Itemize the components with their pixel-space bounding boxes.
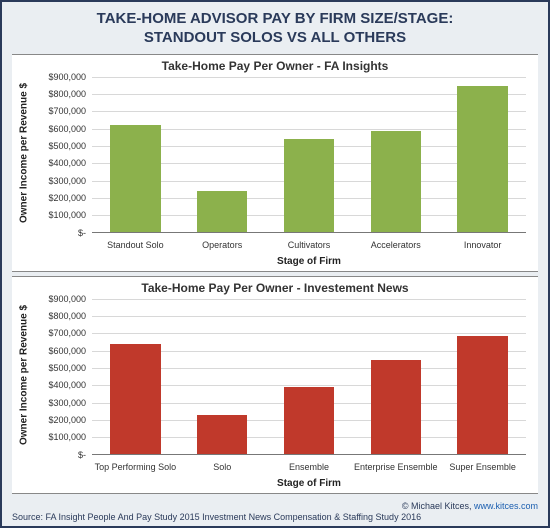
x-tick-label: Innovator	[439, 241, 526, 250]
y-tick-label: $300,000	[48, 176, 86, 186]
y-tick-label: $-	[78, 450, 86, 460]
bar-wrap	[352, 77, 439, 233]
y-tick-label: $900,000	[48, 294, 86, 304]
bar-wrap	[439, 299, 526, 455]
title-line-1: TAKE-HOME ADVISOR PAY BY FIRM SIZE/STAGE…	[97, 10, 454, 27]
x-ticks-2: Top Performing SoloSoloEnsembleEnterpris…	[92, 463, 526, 472]
x-tick-label: Cultivators	[266, 241, 353, 250]
y-tick-label: $100,000	[48, 432, 86, 442]
y-tick-label: $200,000	[48, 415, 86, 425]
bars-2	[92, 299, 526, 455]
chart-panel-investment-news: Take-Home Pay Per Owner - Investement Ne…	[12, 276, 538, 494]
plot-area-1	[92, 77, 526, 233]
credit-line: © Michael Kitces, www.kitces.com	[12, 501, 538, 511]
x-tick-label: Accelerators	[352, 241, 439, 250]
baseline-2	[92, 454, 526, 455]
bar	[197, 415, 247, 455]
figure-container: TAKE-HOME ADVISOR PAY BY FIRM SIZE/STAGE…	[0, 0, 550, 528]
y-tick-label: $400,000	[48, 158, 86, 168]
y-axis-2: $-$100,000$200,000$300,000$400,000$500,0…	[38, 299, 88, 455]
bar-wrap	[179, 299, 266, 455]
x-axis-label-2: Stage of Firm	[92, 478, 526, 489]
bar-wrap	[266, 299, 353, 455]
bar	[110, 125, 160, 232]
bar-wrap	[352, 299, 439, 455]
y-tick-label: $-	[78, 228, 86, 238]
y-tick-label: $100,000	[48, 210, 86, 220]
x-axis-label-1: Stage of Firm	[92, 256, 526, 267]
x-tick-label: Operators	[179, 241, 266, 250]
baseline-1	[92, 232, 526, 233]
title-line-2: STANDOUT SOLOS VS ALL OTHERS	[144, 29, 406, 46]
credit-link[interactable]: www.kitces.com	[474, 501, 538, 511]
bar	[457, 86, 507, 232]
x-tick-label: Standout Solo	[92, 241, 179, 250]
y-tick-label: $900,000	[48, 72, 86, 82]
chart-title-2: Take-Home Pay Per Owner - Investement Ne…	[12, 277, 538, 295]
bar-wrap	[92, 77, 179, 233]
source-line: Source: FA Insight People And Pay Study …	[12, 512, 538, 522]
bars-1	[92, 77, 526, 233]
bar	[284, 387, 334, 455]
x-tick-label: Solo	[179, 463, 266, 472]
credit-text: © Michael Kitces,	[402, 501, 474, 511]
chart-title-1: Take-Home Pay Per Owner - FA Insights	[12, 55, 538, 73]
y-tick-label: $500,000	[48, 141, 86, 151]
bar	[197, 191, 247, 233]
y-axis-label-2: Owner Income per Revenue $	[19, 325, 30, 445]
x-tick-label: Ensemble	[266, 463, 353, 472]
bar-wrap	[439, 77, 526, 233]
y-tick-label: $700,000	[48, 328, 86, 338]
y-tick-label: $300,000	[48, 398, 86, 408]
bar	[110, 344, 160, 455]
y-tick-label: $400,000	[48, 380, 86, 390]
y-tick-label: $500,000	[48, 363, 86, 373]
bar	[371, 360, 421, 454]
chart-panel-fa-insights: Take-Home Pay Per Owner - FA Insights Ow…	[12, 54, 538, 272]
x-tick-label: Super Ensemble	[439, 463, 526, 472]
main-title: TAKE-HOME ADVISOR PAY BY FIRM SIZE/STAGE…	[12, 10, 538, 48]
bar	[457, 336, 507, 455]
y-axis-label-1: Owner Income per Revenue $	[19, 103, 30, 223]
y-tick-label: $600,000	[48, 124, 86, 134]
bar-wrap	[92, 299, 179, 455]
y-tick-label: $800,000	[48, 89, 86, 99]
y-tick-label: $800,000	[48, 311, 86, 321]
y-tick-label: $600,000	[48, 346, 86, 356]
y-axis-1: $-$100,000$200,000$300,000$400,000$500,0…	[38, 77, 88, 233]
bar-wrap	[266, 77, 353, 233]
y-tick-label: $200,000	[48, 193, 86, 203]
y-tick-label: $700,000	[48, 106, 86, 116]
bar	[371, 131, 421, 232]
x-tick-label: Top Performing Solo	[92, 463, 179, 472]
x-ticks-1: Standout SoloOperatorsCultivatorsAcceler…	[92, 241, 526, 250]
bar-wrap	[179, 77, 266, 233]
x-tick-label: Enterprise Ensemble	[352, 463, 439, 472]
footer: © Michael Kitces, www.kitces.com Source:…	[12, 501, 538, 522]
bar	[284, 139, 334, 233]
plot-area-2	[92, 299, 526, 455]
